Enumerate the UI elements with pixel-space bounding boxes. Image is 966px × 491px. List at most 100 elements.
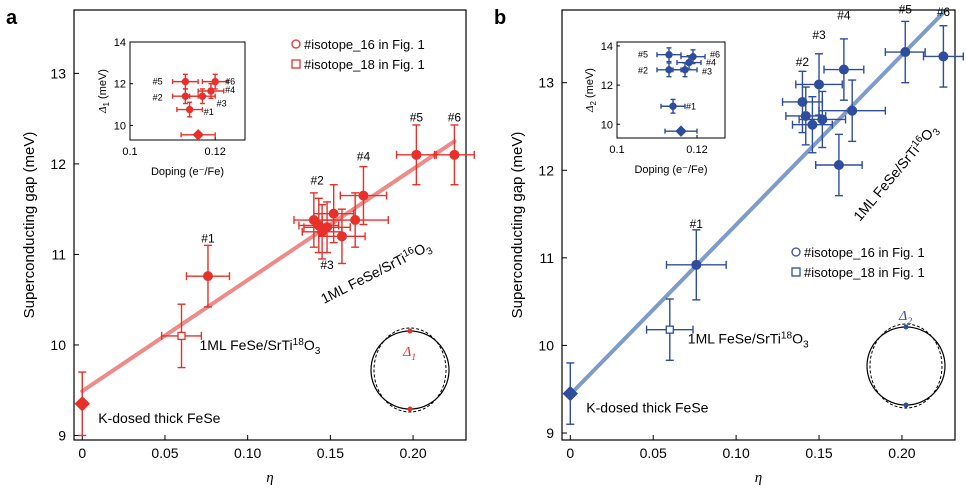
isotope18-label-main: 1ML FeSe/SrTi xyxy=(200,337,293,353)
gap-symbol-main: Δ xyxy=(402,345,411,360)
data-point-marker xyxy=(847,105,858,116)
inset-point-marker xyxy=(665,51,673,59)
inset-point-label: #4 xyxy=(225,85,235,95)
inset-y-axis-label-sym: Δ xyxy=(97,106,109,113)
plot-frame xyxy=(561,9,956,441)
inset-y-axis-label-sub: 2 xyxy=(589,100,598,105)
data-point-marker xyxy=(938,51,949,62)
inset-point-marker xyxy=(198,92,207,100)
gap-node-marker xyxy=(407,406,413,412)
inset-x-tick-label: 0.1 xyxy=(609,144,624,156)
inset-x-axis-label: Doping (e⁻/Fe) xyxy=(151,166,224,178)
data-point-marker xyxy=(350,215,361,226)
legend-label: #isotope_16 in Fig. 1 xyxy=(804,245,925,260)
isotope18-label-main: 1ML FeSe/SrTi xyxy=(688,331,781,347)
y-tick-label: 13 xyxy=(538,75,554,91)
x-tick-label: 0.10 xyxy=(234,445,261,461)
point-label: #6 xyxy=(937,5,951,19)
inset-point-marker xyxy=(185,105,194,114)
gap-node-marker xyxy=(903,324,909,330)
legend-circle-marker xyxy=(291,39,301,49)
data-point-marker xyxy=(814,79,825,90)
inset-x-tick-label: 0.12 xyxy=(686,144,707,156)
data-point-marker xyxy=(202,271,213,282)
inset-y-tick-label: 14 xyxy=(601,41,613,53)
inset-point-label: #3 xyxy=(702,66,712,76)
y-tick-label: 13 xyxy=(50,65,66,81)
inset-y-tick-label: 14 xyxy=(114,37,126,49)
legend-label: #isotope_16 in Fig. 1 xyxy=(304,37,425,52)
inset-point-label: #5 xyxy=(153,77,163,87)
isotope18-marker xyxy=(665,325,674,334)
x-tick-label: 0.05 xyxy=(640,445,667,461)
isotope16-label: 1ML FeSe/SrTi16O3 xyxy=(850,121,943,227)
fit-line xyxy=(568,10,946,397)
isotope16-label-sub: 3 xyxy=(931,127,943,139)
isotope16-label-main: 1ML FeSe/SrTi xyxy=(850,142,922,224)
panel-b: b 0 0.05 0.10 0.15 0.20 9 10 11 12 13 η Superconduct… xyxy=(494,3,964,486)
inset-y-tick-label: 10 xyxy=(601,119,613,131)
isotope18-marker xyxy=(177,331,186,341)
y-tick-label: 10 xyxy=(538,337,554,353)
gap-node-marker xyxy=(903,402,909,408)
kdosed-point xyxy=(74,396,90,412)
inset-point-marker xyxy=(669,102,677,110)
kdosed-label: K-dosed thick FeSe xyxy=(98,410,220,426)
x-tick-label: 0 xyxy=(566,445,574,461)
y-axis-label: Superconducting gap (meV) xyxy=(21,132,38,319)
data-point-marker xyxy=(322,222,333,233)
gap-symbol-sub: 2 xyxy=(907,316,912,327)
data-point-marker xyxy=(358,190,369,201)
data-point-marker xyxy=(328,208,339,219)
data-point-marker xyxy=(449,149,460,160)
point-label: #5 xyxy=(410,110,424,124)
kdosed-point xyxy=(562,385,578,402)
gap-symbol-main: Δ xyxy=(898,309,907,324)
isotope16-label: 1ML FeSe/SrTi16O3 xyxy=(318,237,435,310)
inset-point-marker xyxy=(665,66,673,74)
inset-x-axis-label: Doping (e⁻/Fe) xyxy=(634,164,707,176)
inset-point-label: #1 xyxy=(686,102,696,112)
data-point-marker xyxy=(411,149,422,160)
panel-label: a xyxy=(6,7,18,29)
gap-node-marker xyxy=(407,328,413,334)
inset-point-label: #1 xyxy=(204,107,214,117)
kdosed-label: K-dosed thick FeSe xyxy=(586,400,708,416)
x-axis-label: η xyxy=(266,470,273,486)
legend-square-marker xyxy=(791,267,801,277)
inset-y-axis-label-sym: Δ xyxy=(584,105,596,112)
isotope18-label-sub: 3 xyxy=(315,346,321,357)
panel-label: b xyxy=(494,7,506,29)
gap-symbol-sub: 1 xyxy=(411,352,416,363)
isotope18-label-sup: 18 xyxy=(781,331,793,342)
data-point-marker xyxy=(900,47,911,58)
isotope16-label-sub: 3 xyxy=(425,245,435,258)
isotope18-label-sub: 3 xyxy=(803,340,809,351)
point-label: #3 xyxy=(812,28,826,42)
inset-point-label: #6 xyxy=(225,77,235,87)
inset-y-axis-label: Δ1 (meV) xyxy=(97,69,111,114)
gap-symbol: Δ2 xyxy=(898,309,912,327)
inset-y-axis-label-sub: 1 xyxy=(102,101,111,106)
inset-point-label: #2 xyxy=(638,65,648,75)
inset-y-axis-label-unit: (meV) xyxy=(584,68,596,101)
point-label: #1 xyxy=(201,232,215,246)
legend-label: #isotope_18 in Fig. 1 xyxy=(804,265,925,280)
point-label: #4 xyxy=(837,9,851,23)
plot-frame xyxy=(73,9,467,441)
isotope18-label: 1ML FeSe/SrTi18O3 xyxy=(688,331,809,351)
inset-y-axis-label: Δ2 (meV) xyxy=(584,68,598,113)
inset-point-label: #2 xyxy=(153,92,163,102)
legend-label: #isotope_18 in Fig. 1 xyxy=(304,57,425,72)
x-tick-label: 0.15 xyxy=(805,445,832,461)
point-label: #5 xyxy=(899,3,913,17)
y-tick-label: 10 xyxy=(50,337,66,353)
inset-point-marker xyxy=(689,52,697,61)
inset-y-tick-label: 12 xyxy=(601,80,613,92)
x-tick-label: 0.20 xyxy=(888,445,915,461)
data-point-marker xyxy=(838,64,849,75)
inset-y-axis-label-unit: (meV) xyxy=(97,69,109,102)
data-point-marker xyxy=(797,96,808,107)
